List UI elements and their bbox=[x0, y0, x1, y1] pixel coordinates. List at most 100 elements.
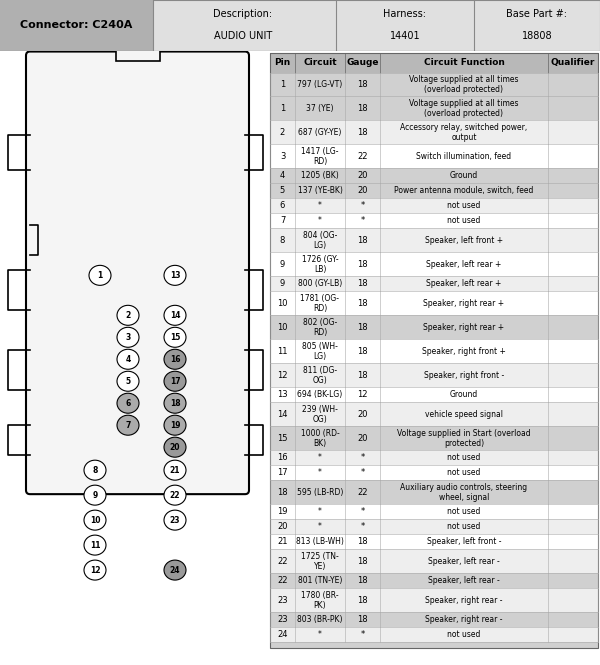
Text: Speaker, left front -: Speaker, left front - bbox=[427, 537, 501, 546]
Text: Speaker, left rear +: Speaker, left rear + bbox=[427, 279, 502, 289]
Text: Accessory relay, switched power,
output: Accessory relay, switched power, output bbox=[400, 123, 527, 142]
Text: Ground: Ground bbox=[450, 172, 478, 180]
Text: 239 (WH-
OG): 239 (WH- OG) bbox=[302, 405, 338, 424]
FancyBboxPatch shape bbox=[270, 198, 598, 213]
Text: 1: 1 bbox=[280, 104, 285, 113]
Text: *: * bbox=[361, 522, 365, 531]
FancyBboxPatch shape bbox=[270, 339, 598, 363]
Text: 23: 23 bbox=[277, 615, 288, 624]
Ellipse shape bbox=[164, 265, 186, 285]
Ellipse shape bbox=[117, 327, 139, 347]
Text: Speaker, left front +: Speaker, left front + bbox=[425, 236, 503, 245]
Text: 19: 19 bbox=[277, 507, 288, 516]
Ellipse shape bbox=[117, 415, 139, 435]
Ellipse shape bbox=[164, 560, 186, 580]
Text: Speaker, left rear -: Speaker, left rear - bbox=[428, 576, 500, 585]
Text: 18808: 18808 bbox=[521, 31, 553, 41]
Text: 802 (OG-
RD): 802 (OG- RD) bbox=[303, 318, 337, 336]
Text: Harness:: Harness: bbox=[383, 9, 427, 19]
Text: 20: 20 bbox=[357, 172, 368, 180]
FancyBboxPatch shape bbox=[270, 291, 598, 315]
Ellipse shape bbox=[84, 460, 106, 480]
Text: Power antenna module, switch, feed: Power antenna module, switch, feed bbox=[394, 186, 533, 196]
Text: 1: 1 bbox=[280, 80, 285, 89]
Text: not used: not used bbox=[448, 453, 481, 462]
Text: not used: not used bbox=[448, 630, 481, 639]
Text: 6: 6 bbox=[125, 399, 131, 408]
FancyBboxPatch shape bbox=[270, 465, 598, 480]
Text: 24: 24 bbox=[170, 566, 180, 575]
FancyBboxPatch shape bbox=[270, 144, 598, 168]
Text: 9: 9 bbox=[92, 491, 98, 499]
Ellipse shape bbox=[164, 349, 186, 369]
Text: 6: 6 bbox=[280, 201, 285, 210]
Ellipse shape bbox=[164, 485, 186, 505]
Text: 20: 20 bbox=[357, 186, 368, 196]
Text: Voltage supplied at all times
(overload protected): Voltage supplied at all times (overload … bbox=[409, 99, 519, 118]
FancyBboxPatch shape bbox=[270, 504, 598, 519]
FancyBboxPatch shape bbox=[270, 549, 598, 573]
Text: Connector: C240A: Connector: C240A bbox=[20, 20, 133, 31]
Ellipse shape bbox=[164, 415, 186, 435]
FancyBboxPatch shape bbox=[270, 184, 598, 198]
Text: Ground: Ground bbox=[450, 390, 478, 399]
FancyBboxPatch shape bbox=[270, 363, 598, 387]
Text: vehicle speed signal: vehicle speed signal bbox=[425, 410, 503, 419]
FancyBboxPatch shape bbox=[115, 45, 160, 61]
Text: 800 (GY-LB): 800 (GY-LB) bbox=[298, 279, 342, 289]
Text: 17: 17 bbox=[170, 377, 181, 386]
Text: 18: 18 bbox=[170, 399, 181, 408]
Ellipse shape bbox=[89, 265, 111, 285]
Text: 10: 10 bbox=[277, 323, 288, 332]
Text: 1726 (GY-
LB): 1726 (GY- LB) bbox=[302, 255, 338, 274]
Text: 8: 8 bbox=[280, 236, 285, 245]
Text: 15: 15 bbox=[277, 434, 288, 443]
Text: 18: 18 bbox=[357, 299, 368, 308]
Text: 22: 22 bbox=[357, 152, 368, 161]
FancyBboxPatch shape bbox=[270, 534, 598, 549]
Text: not used: not used bbox=[448, 201, 481, 210]
FancyBboxPatch shape bbox=[270, 519, 598, 534]
Text: Circuit Function: Circuit Function bbox=[424, 58, 505, 67]
FancyBboxPatch shape bbox=[270, 96, 598, 120]
Text: 13: 13 bbox=[170, 271, 180, 280]
Text: Switch illumination, feed: Switch illumination, feed bbox=[416, 152, 512, 161]
Text: 12: 12 bbox=[90, 566, 100, 575]
Text: not used: not used bbox=[448, 522, 481, 531]
Ellipse shape bbox=[84, 485, 106, 505]
Text: 1725 (TN-
YE): 1725 (TN- YE) bbox=[301, 551, 339, 571]
FancyBboxPatch shape bbox=[270, 450, 598, 466]
Text: 7: 7 bbox=[280, 216, 285, 225]
Text: 18: 18 bbox=[357, 128, 368, 137]
FancyBboxPatch shape bbox=[270, 573, 598, 588]
Text: 15: 15 bbox=[170, 332, 180, 342]
FancyBboxPatch shape bbox=[270, 642, 598, 648]
FancyBboxPatch shape bbox=[270, 315, 598, 339]
Text: Voltage supplied at all times
(overload protected): Voltage supplied at all times (overload … bbox=[409, 75, 519, 94]
Text: 22: 22 bbox=[170, 491, 180, 499]
Ellipse shape bbox=[117, 305, 139, 325]
FancyBboxPatch shape bbox=[270, 612, 598, 627]
Text: 22: 22 bbox=[277, 557, 288, 566]
Text: 1780 (BR-
PK): 1780 (BR- PK) bbox=[301, 591, 339, 610]
Text: 2: 2 bbox=[280, 128, 285, 137]
Text: 12: 12 bbox=[277, 371, 288, 380]
Text: not used: not used bbox=[448, 216, 481, 225]
Text: 804 (OG-
LG): 804 (OG- LG) bbox=[303, 231, 337, 250]
Text: 18: 18 bbox=[357, 323, 368, 332]
Text: 21: 21 bbox=[277, 537, 288, 546]
Text: 17: 17 bbox=[277, 468, 288, 477]
FancyBboxPatch shape bbox=[270, 588, 598, 612]
Text: Circuit: Circuit bbox=[303, 58, 337, 67]
Text: 1: 1 bbox=[97, 271, 103, 280]
Text: 9: 9 bbox=[280, 279, 285, 289]
Ellipse shape bbox=[164, 371, 186, 391]
Ellipse shape bbox=[164, 327, 186, 347]
FancyBboxPatch shape bbox=[0, 0, 153, 51]
Text: 18: 18 bbox=[357, 596, 368, 604]
Text: 19: 19 bbox=[170, 421, 180, 430]
Text: 21: 21 bbox=[170, 465, 180, 475]
Text: Speaker, right rear +: Speaker, right rear + bbox=[424, 299, 505, 308]
Text: 694 (BK-LG): 694 (BK-LG) bbox=[298, 390, 343, 399]
Ellipse shape bbox=[84, 560, 106, 580]
